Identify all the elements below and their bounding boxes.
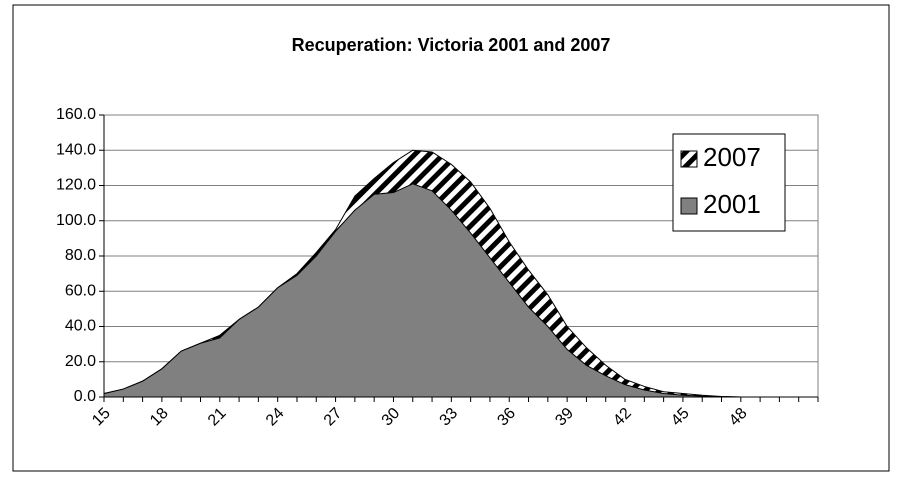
y-tick-label: 60.0 [65,282,96,299]
y-tick-label: 20.0 [65,353,96,370]
legend-swatch [680,150,698,168]
y-tick-label: 160.0 [56,106,96,123]
y-tick-label: 80.0 [65,247,96,264]
y-tick-label: 100.0 [56,212,96,229]
y-tick-label: 40.0 [65,318,96,335]
legend-swatch [680,197,698,215]
chart-title: Recuperation: Victoria 2001 and 2007 [292,35,611,55]
y-tick-label: 120.0 [56,177,96,194]
legend-label: 2001 [703,189,761,219]
legend-label: 2007 [703,142,761,172]
y-tick-label: 140.0 [56,141,96,158]
legend [672,133,786,232]
y-tick-label: 0.0 [74,388,96,405]
